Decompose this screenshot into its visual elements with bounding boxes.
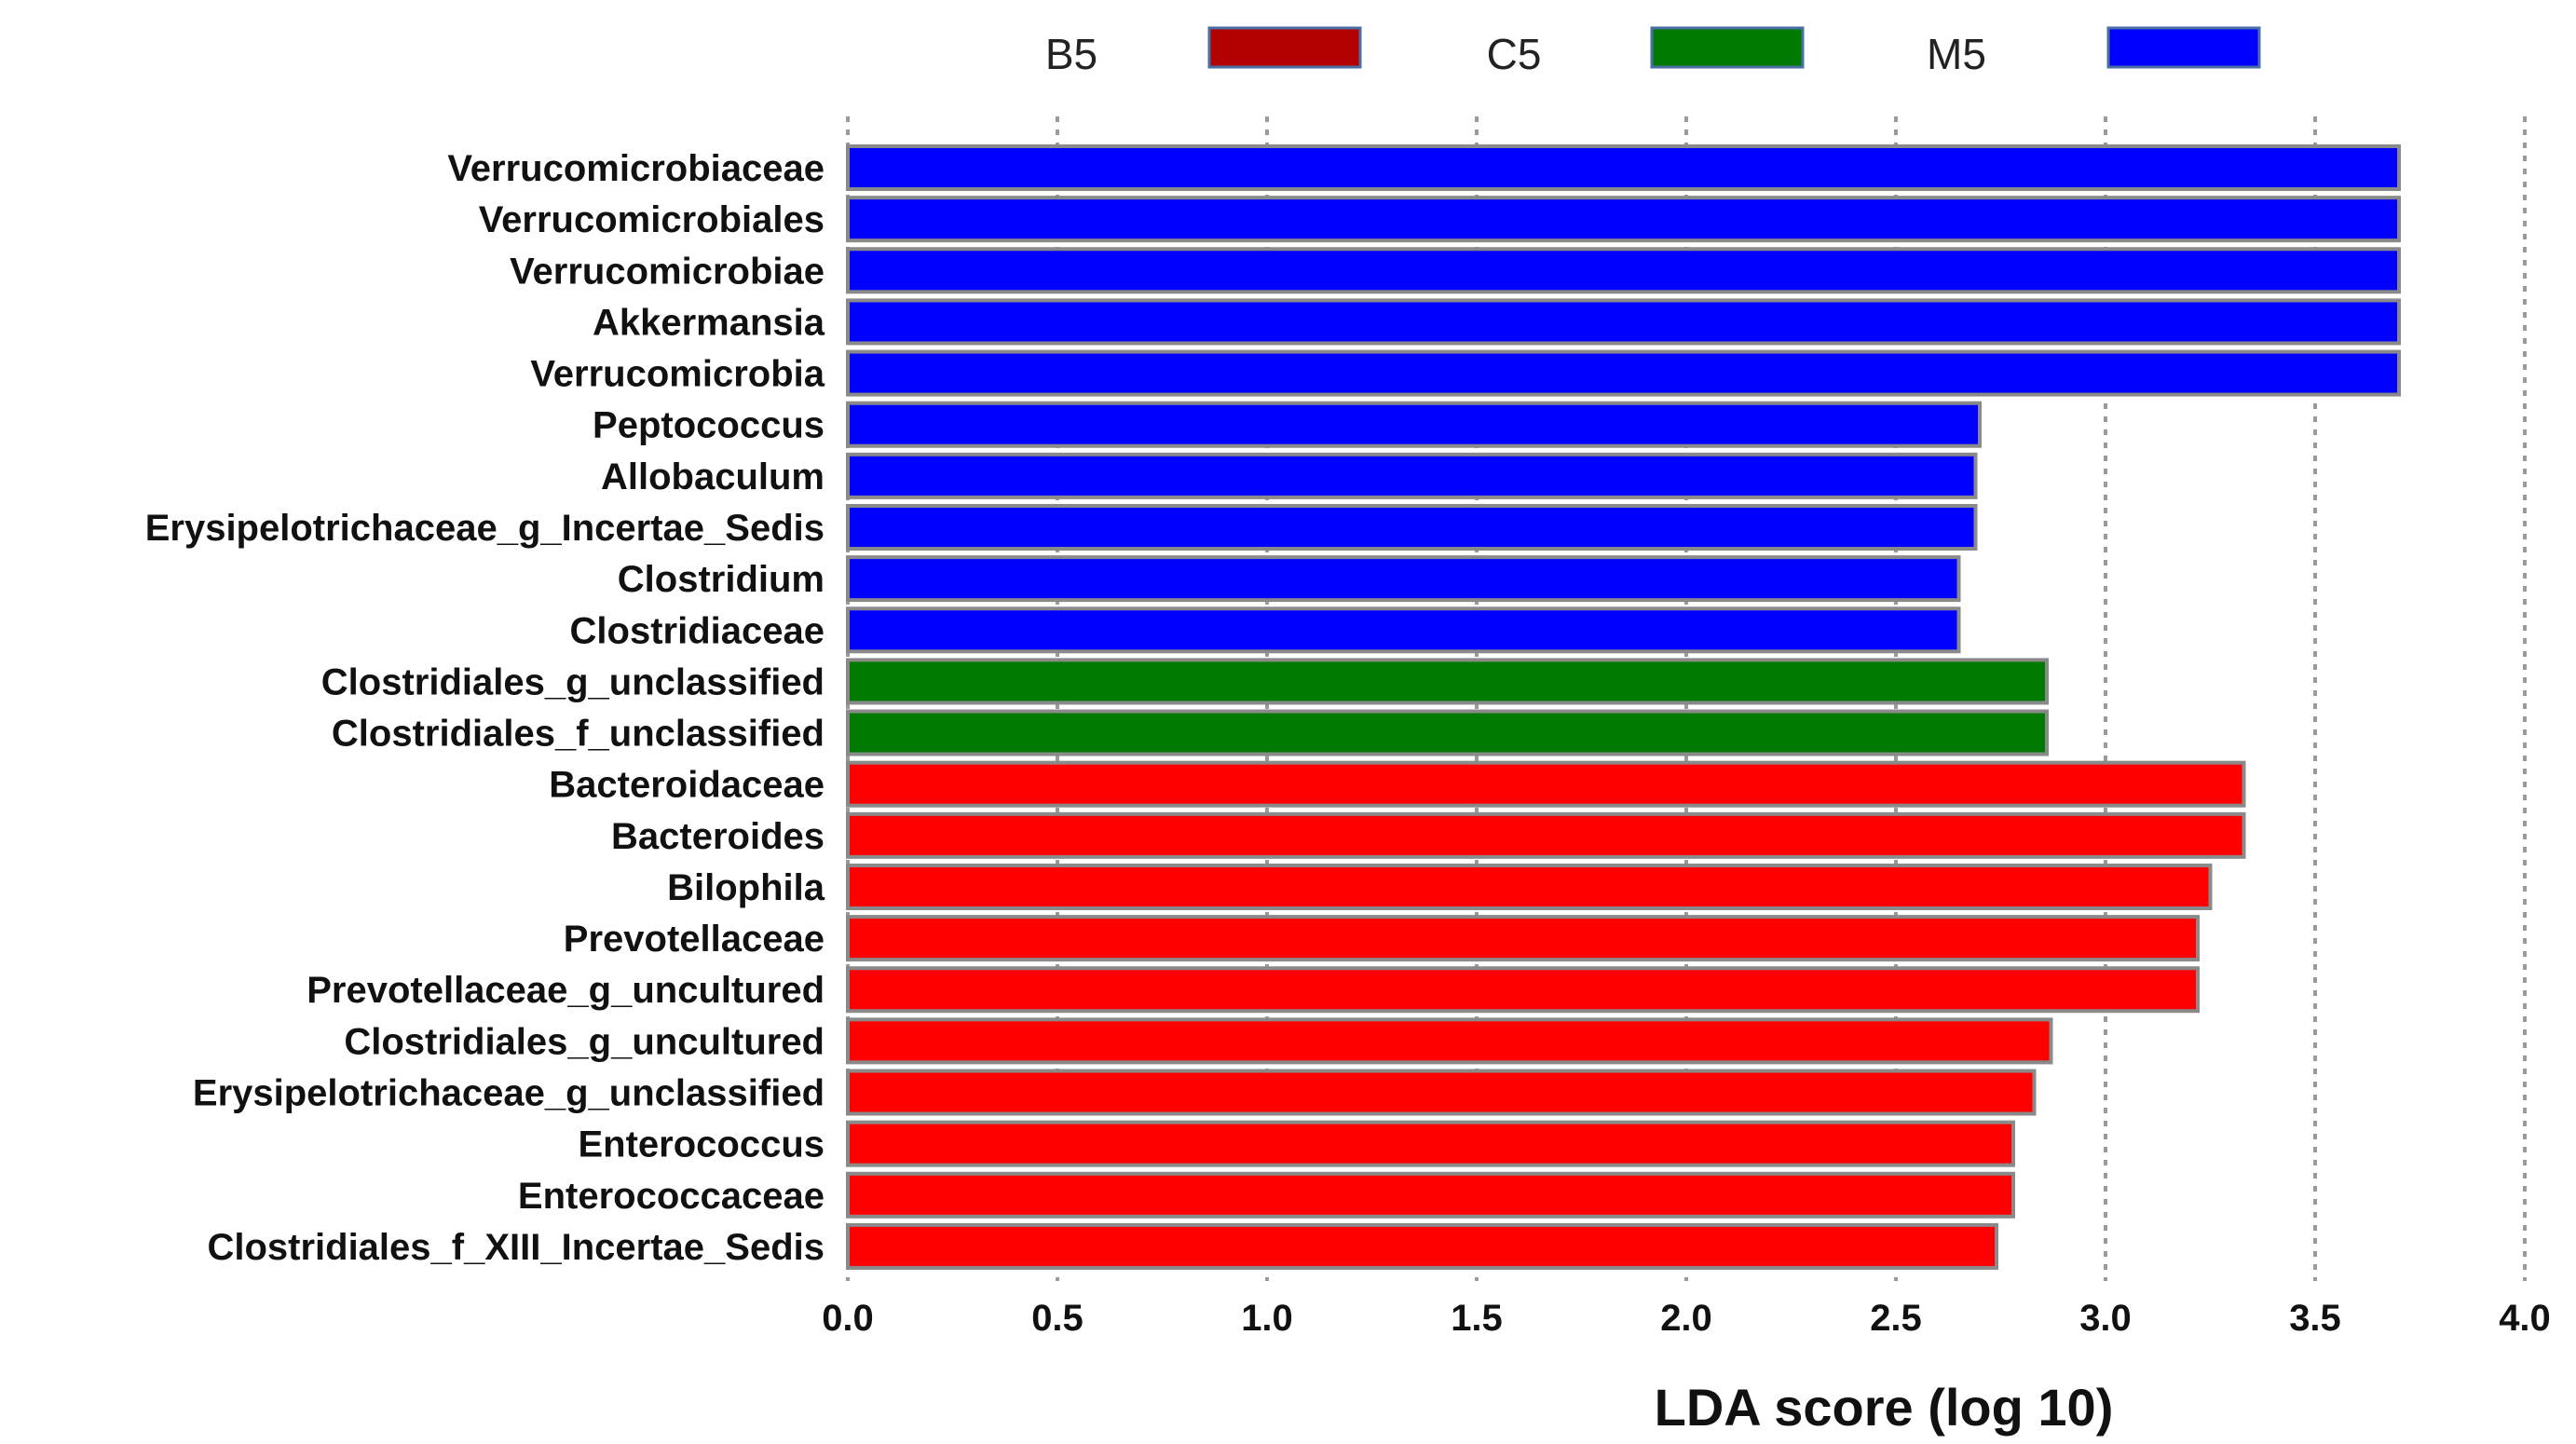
category-label: Prevotellaceae	[564, 919, 825, 960]
x-tick-label: 0.0	[822, 1298, 874, 1339]
category-label: Clostridiales_g_uncultured	[344, 1021, 825, 1062]
bars	[846, 144, 2401, 1270]
category-label: Clostridiales_f_unclassified	[332, 714, 825, 755]
x-tick-label: 3.5	[2289, 1298, 2341, 1339]
bar-clostridiales_f_unclassified	[846, 709, 2049, 756]
category-label: Verrucomicrobiales	[479, 199, 825, 240]
category-labels: Verrucomicrobiaceae Verrucomicrobiales Ver…	[145, 148, 825, 1268]
legend-swatch-b5	[1207, 26, 1362, 69]
bar-erysipelotrichaceae_g_incertae_sedis	[846, 503, 1978, 551]
category-label: Clostridiales_g_unclassified	[321, 661, 825, 702]
legend-label-b5: B5	[1045, 30, 1097, 78]
category-label: Enterococcaceae	[518, 1176, 825, 1217]
category-label: Clostridium	[618, 559, 825, 600]
bar-bilophila	[846, 863, 2213, 910]
legend-label-c5: C5	[1487, 30, 1542, 78]
x-tick-labels: 0.0 0.5 1.0 1.5 2.0 2.5 3.0 3.5 4.0	[822, 1298, 2551, 1339]
bar-verrucomicrobiaceae	[846, 144, 2401, 191]
category-label: Verrucomicrobia	[530, 354, 825, 395]
x-tick-label: 2.5	[1870, 1298, 1922, 1339]
category-label: Bacteroides	[611, 816, 825, 857]
bar-enterococcus	[846, 1120, 2015, 1167]
category-label: Verrucomicrobiae	[510, 251, 825, 292]
category-label: Prevotellaceae_g_uncultured	[307, 970, 825, 1011]
category-label: Peptococcus	[593, 405, 825, 446]
x-tick-label: 1.5	[1451, 1298, 1503, 1339]
bar-peptococcus	[846, 401, 1982, 448]
x-tick-label: 4.0	[2499, 1298, 2551, 1339]
bar-verrucomicrobiae	[846, 247, 2401, 294]
category-label: Clostridiales_f_XIII_Incertae_Sedis	[207, 1227, 825, 1268]
bar-prevotellaceae	[846, 915, 2200, 962]
bar-akkermansia	[846, 298, 2401, 346]
bar-clostridium	[846, 555, 1961, 603]
legend-label-m5: M5	[1927, 30, 1986, 78]
bar-verrucomicrobiales	[846, 196, 2401, 243]
x-tick-label: 0.5	[1031, 1298, 1084, 1339]
bar-allobaculum	[846, 452, 1978, 499]
category-label: Bacteroidaceae	[549, 765, 825, 806]
x-tick-label: 2.0	[1660, 1298, 1712, 1339]
bar-clostridiales_f_xiii_incertae_sedis	[846, 1222, 1998, 1270]
legend-swatch-c5	[1650, 26, 1805, 69]
category-label: Clostridiaceae	[570, 610, 825, 651]
bar-prevotellaceae_g_uncultured	[846, 966, 2200, 1014]
x-axis-title: LDA score (log 10)	[1655, 1378, 2114, 1437]
legend: B5 C5 M5	[1045, 26, 2261, 78]
bar-enterococcaceae	[846, 1171, 2015, 1219]
bar-clostridiaceae	[846, 606, 1961, 654]
category-label: Allobaculum	[601, 456, 825, 497]
x-tick-label: 3.0	[2079, 1298, 2132, 1339]
bar-clostridiales_g_unclassified	[846, 658, 2049, 705]
bar-erysipelotrichaceae_g_unclassified	[846, 1069, 2037, 1116]
bar-clostridiales_g_uncultured	[846, 1017, 2053, 1065]
category-label: Erysipelotrichaceae_g_unclassified	[193, 1073, 825, 1114]
category-label: Bilophila	[667, 867, 825, 908]
x-tick-label: 1.0	[1241, 1298, 1293, 1339]
category-label: Akkermansia	[593, 302, 825, 343]
legend-swatch-m5	[2106, 26, 2261, 69]
bar-bacteroidaceae	[846, 760, 2246, 808]
category-label: Erysipelotrichaceae_g_Incertae_Sedis	[145, 508, 825, 549]
bar-bacteroides	[846, 811, 2246, 859]
bar-verrucomicrobia	[846, 349, 2401, 397]
category-label: Enterococcus	[578, 1124, 825, 1165]
category-label: Verrucomicrobiaceae	[447, 148, 825, 189]
